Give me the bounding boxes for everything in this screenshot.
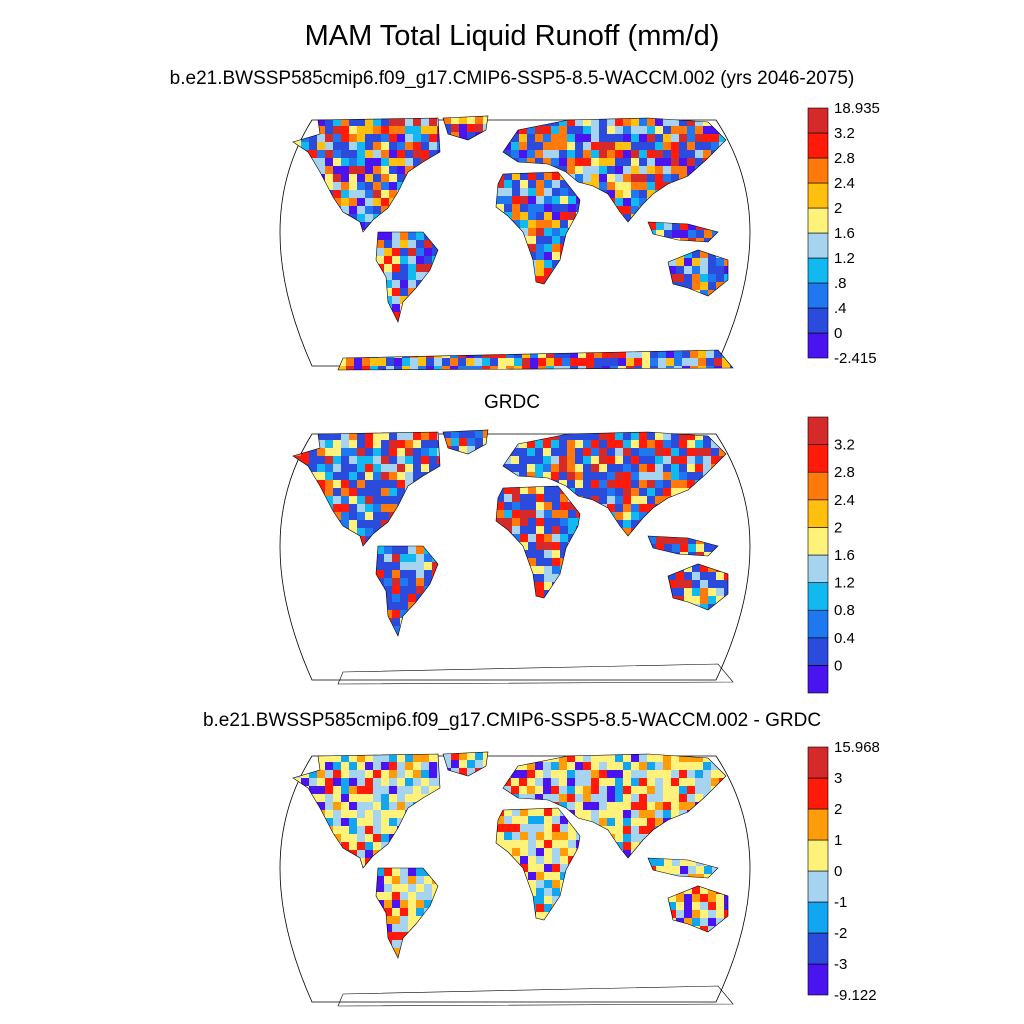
panel-3-antarctica-coast: [337, 985, 734, 1007]
panel-1-colorbar-label-9: 3.2: [834, 125, 855, 142]
panel-1-colorbar-box-4: [807, 232, 829, 259]
panel-1-colorbar-label-10: 18.935: [834, 100, 880, 117]
panel-1-colorbar-label-0: -2.415: [834, 350, 877, 367]
panel-1-colorbar-box-2: [807, 282, 829, 309]
panel-1-colorbar-label-2: .4: [834, 300, 847, 317]
panel-3-subtitle: b.e21.BWSSP585cmip6.f09_g17.CMIP6-SSP5-8…: [202, 710, 822, 731]
panel-2-colorbar-label-2: 0.4: [834, 630, 855, 647]
panel-2-colorbar-box-9: [807, 416, 829, 445]
panel-3-namerica-coast: [292, 753, 441, 869]
panel-2-colorbar-label-9: 3.2: [834, 437, 855, 454]
panel-3-colorbar-box-0: [807, 963, 829, 996]
panel-1-colorbar-box-5: [807, 207, 829, 234]
panel-2-colorbar: 0 0.4 0.8 1.2 1.6 2 2.4 2.8 3.2: [807, 416, 855, 694]
panel-1-antarctica-coast: [337, 349, 734, 371]
panel-1-australia-coast: [667, 249, 729, 297]
panel-1-colorbar-label-6: 2: [834, 200, 842, 217]
panel-2-colorbar-label-3: 0.8: [834, 602, 855, 619]
panel-3-colorbar-box-4: [807, 839, 829, 872]
panel-3-colorbar-label-2: -2: [834, 925, 847, 942]
panel-2-colorbar-label-6: 2: [834, 519, 842, 536]
panel-3-australia-coast: [667, 885, 729, 933]
panel-3-greenland-coast: [442, 751, 489, 777]
panel-1-greenland-coast: [442, 115, 489, 141]
panel-2-colorbar-box-7: [807, 471, 829, 501]
panel-2-seasia-coast: [647, 535, 719, 557]
panel-3-colorbar-label-4: 0: [834, 863, 842, 880]
panel-3-colorbar-box-6: [807, 777, 829, 810]
panel-1-africa-coast: [495, 171, 581, 285]
panel-1-colorbar: -2.415 0 .4 .8 1.2 1.6 2 2.4 2.8 3.2 18.935: [807, 100, 880, 367]
panel-2-colorbar-box-8: [807, 444, 829, 473]
panel-2-colorbar-label-4: 1.2: [834, 575, 855, 592]
panel-1-colorbar-box-3: [807, 257, 829, 284]
panel-1-namerica-coast: [292, 117, 441, 233]
main-title: MAM Total Liquid Runoff (mm/d): [304, 20, 720, 52]
panel-2-colorbar-box-3: [807, 582, 829, 611]
panel-2-africa-coast: [495, 485, 581, 599]
panel-2-colorbar-label-7: 2.4: [834, 492, 855, 509]
panel-3-map: [279, 751, 751, 1007]
panel-1-subtitle: b.e21.BWSSP585cmip6.f09_g17.CMIP6-SSP5-8…: [169, 68, 855, 89]
panel-2-namerica-coast: [292, 431, 441, 547]
panel-3-colorbar-box-7: [807, 746, 829, 779]
panel-2-australia-coast: [667, 563, 729, 611]
panel-3-colorbar-label-6: 2: [834, 801, 842, 818]
panel-3-colorbar-label-1: -3: [834, 956, 847, 973]
panel-2-colorbar-box-1: [807, 637, 829, 666]
panel-2-colorbar-box-2: [807, 609, 829, 639]
panel-3-africa-coast: [495, 807, 581, 921]
panel-3-seasia-coast: [647, 857, 719, 879]
panel-2-samerica-coast: [375, 545, 439, 637]
panel-2-colorbar-box-0: [807, 665, 829, 694]
panel-2-colorbar-label-5: 1.6: [834, 547, 855, 564]
panel-2-colorbar-box-4: [807, 554, 829, 583]
panel-3-colorbar-box-1: [807, 932, 829, 965]
panel-3-samerica-coast: [375, 867, 439, 959]
panel-1-colorbar-label-4: 1.2: [834, 250, 855, 267]
panel-1-colorbar-box-9: [807, 107, 829, 134]
panel-1-seasia-coast: [647, 221, 719, 243]
panel-3-colorbar-label-3: -1: [834, 894, 847, 911]
panel-1-colorbar-label-5: 1.6: [834, 225, 855, 242]
panel-2-colorbar-box-5: [807, 527, 829, 556]
panel-1-colorbar-label-8: 2.8: [834, 150, 855, 167]
panel-2-colorbar-box-6: [807, 499, 829, 528]
panel-1-samerica-coast: [375, 231, 439, 323]
panel-3-colorbar-label-8: 15.968: [834, 739, 880, 756]
panel-2-colorbar-label-8: 2.8: [834, 464, 855, 481]
panel-3-colorbar-label-7: 3: [834, 770, 842, 787]
panel-2-antarctica-coast: [337, 663, 734, 685]
panel-3-eurasia-coast: [502, 753, 727, 859]
panel-3-colorbar: -9.122 -3 -2 -1 0 1 2 3 15.968: [807, 739, 880, 1004]
panel-3-colorbar-box-3: [807, 870, 829, 903]
panel-1-colorbar-box-7: [807, 157, 829, 184]
panel-3-colorbar-label-0: -9.122: [834, 987, 877, 1004]
panel-1-colorbar-box-1: [807, 307, 829, 334]
panel-1-eurasia-coast: [502, 117, 727, 223]
panel-2-greenland-coast: [442, 429, 489, 455]
panel-1-colorbar-label-7: 2.4: [834, 175, 855, 192]
panel-1-map: [279, 115, 751, 371]
panel-3-colorbar-box-5: [807, 808, 829, 841]
panel-3-colorbar-box-2: [807, 901, 829, 934]
panel-1-colorbar-box-8: [807, 132, 829, 159]
panel-2-map: [279, 429, 751, 685]
panel-1-colorbar-label-1: 0: [834, 325, 842, 342]
panel-1-colorbar-box-6: [807, 182, 829, 209]
panel-1-colorbar-label-3: .8: [834, 275, 847, 292]
panel-2-eurasia-coast: [502, 431, 727, 537]
panel-1-colorbar-box-0: [807, 332, 829, 359]
panel-3-colorbar-label-5: 1: [834, 832, 842, 849]
panel-2-colorbar-label-1: 0: [834, 657, 842, 674]
panel-2-subtitle: GRDC: [484, 392, 540, 413]
